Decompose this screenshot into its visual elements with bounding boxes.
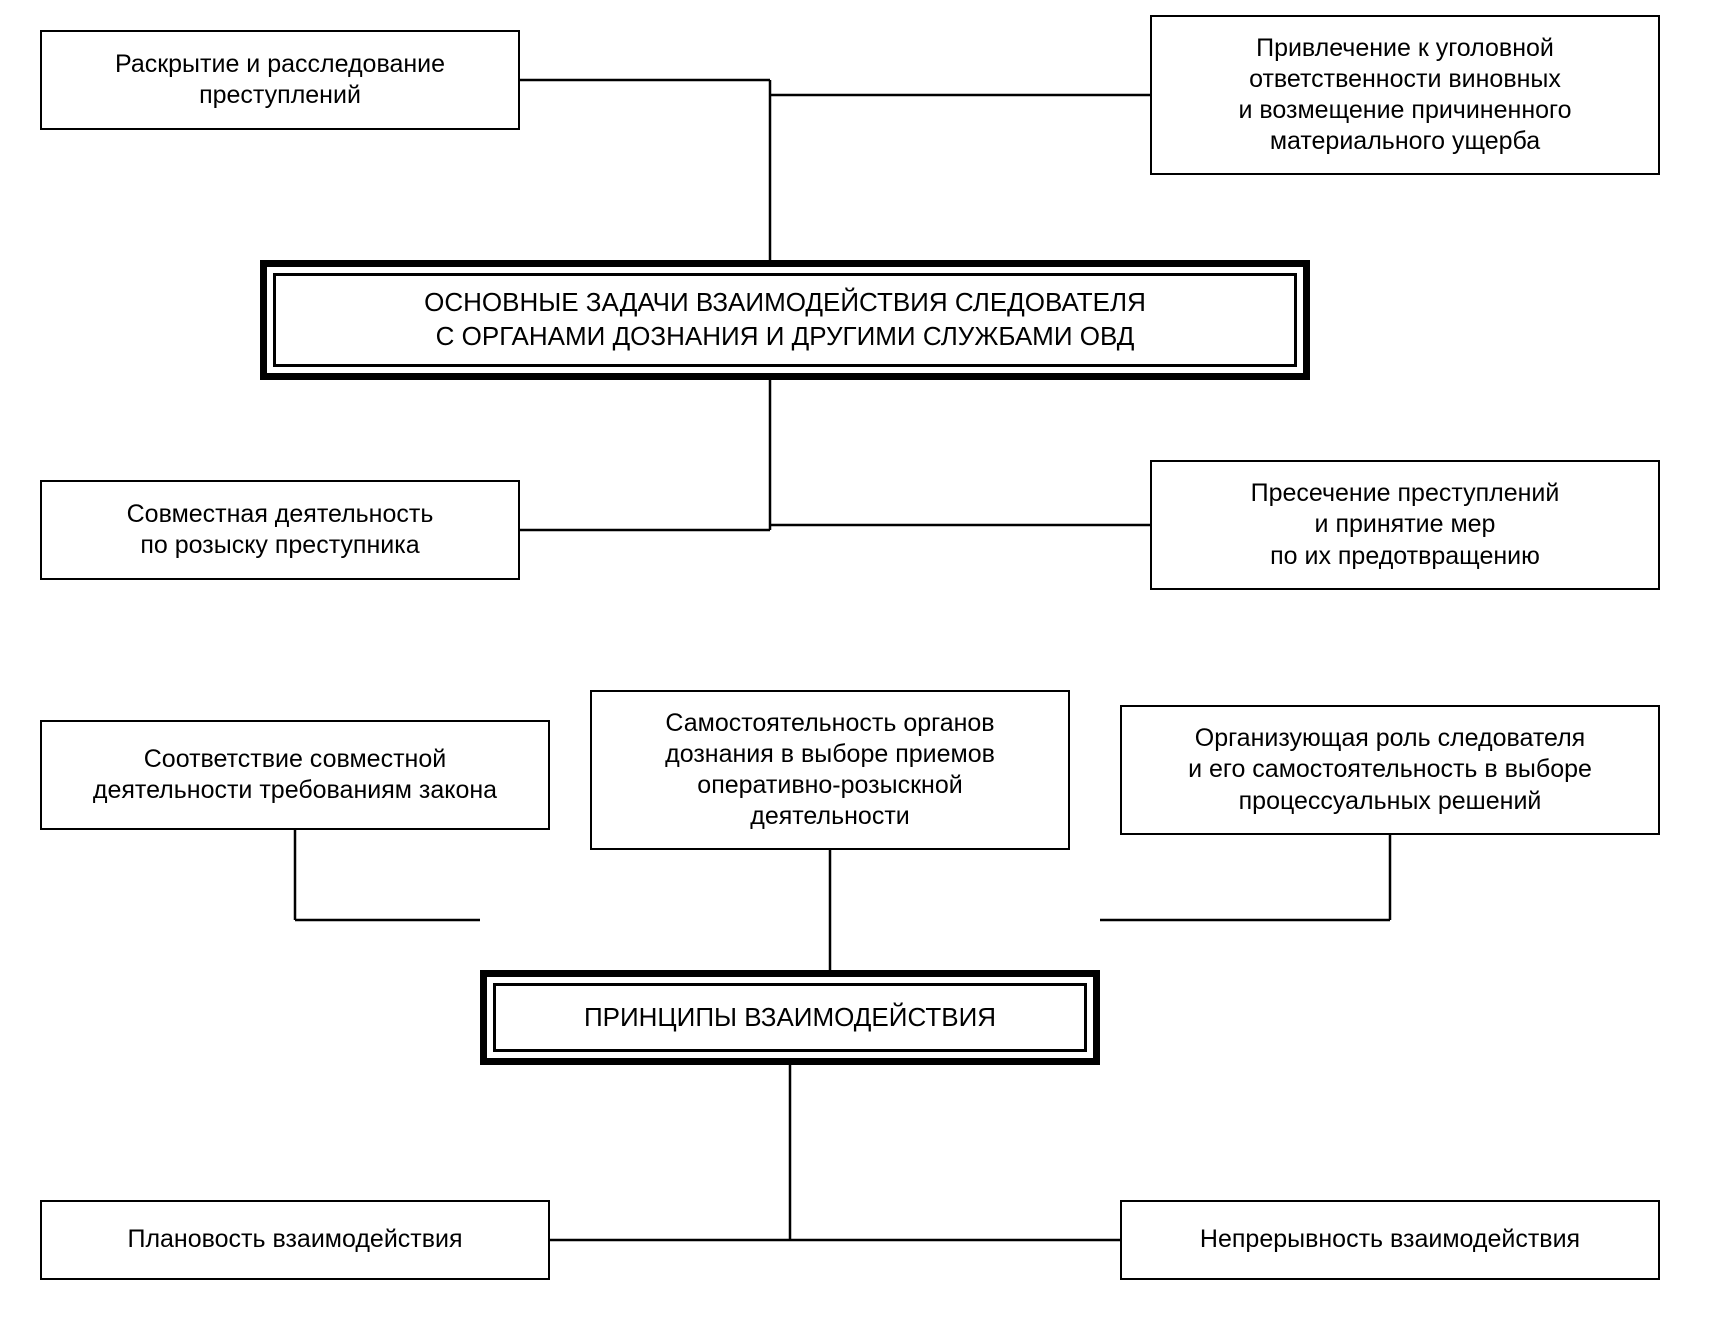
edges-layer [0,0,1731,1339]
node-label: Привлечение к уголовнойответственности в… [1239,33,1572,158]
node-label: Раскрытие и расследованиепреступлений [115,49,445,112]
d2-node-bot-left: Плановость взаимодействия [40,1200,550,1280]
node-label: Плановость взаимодействия [127,1224,462,1255]
node-label: Самостоятельность органовдознания в выбо… [665,708,995,833]
d2-node-top-left: Соответствие совместнойдеятельности треб… [40,720,550,830]
d1-central-inner: ОСНОВНЫЕ ЗАДАЧИ ВЗАИМОДЕЙСТВИЯ СЛЕДОВАТЕ… [273,273,1297,367]
diagram-canvas: { "canvas": { "width": 1731, "height": 1… [0,0,1731,1339]
d2-central-inner: ПРИНЦИПЫ ВЗАИМОДЕЙСТВИЯ [493,983,1087,1052]
node-label: Непрерывность взаимодействия [1200,1224,1580,1255]
d1-node-bot-left: Совместная деятельностьпо розыску престу… [40,480,520,580]
node-label: Соответствие совместнойдеятельности треб… [93,744,497,807]
d2-central: ПРИНЦИПЫ ВЗАИМОДЕЙСТВИЯ [480,970,1100,1065]
d1-node-top-left: Раскрытие и расследованиепреступлений [40,30,520,130]
d2-node-bot-right: Непрерывность взаимодействия [1120,1200,1660,1280]
central-label: ПРИНЦИПЫ ВЗАИМОДЕЙСТВИЯ [584,1001,996,1035]
d2-node-top-center: Самостоятельность органовдознания в выбо… [590,690,1070,850]
d1-node-top-right: Привлечение к уголовнойответственности в… [1150,15,1660,175]
central-label: ОСНОВНЫЕ ЗАДАЧИ ВЗАИМОДЕЙСТВИЯ СЛЕДОВАТЕ… [424,286,1146,354]
d1-node-bot-right: Пресечение преступленийи принятие мерпо … [1150,460,1660,590]
node-label: Пресечение преступленийи принятие мерпо … [1251,478,1560,572]
node-label: Совместная деятельностьпо розыску престу… [127,499,434,562]
node-label: Организующая роль следователяи его самос… [1188,723,1592,817]
d2-node-top-right: Организующая роль следователяи его самос… [1120,705,1660,835]
d1-central: ОСНОВНЫЕ ЗАДАЧИ ВЗАИМОДЕЙСТВИЯ СЛЕДОВАТЕ… [260,260,1310,380]
